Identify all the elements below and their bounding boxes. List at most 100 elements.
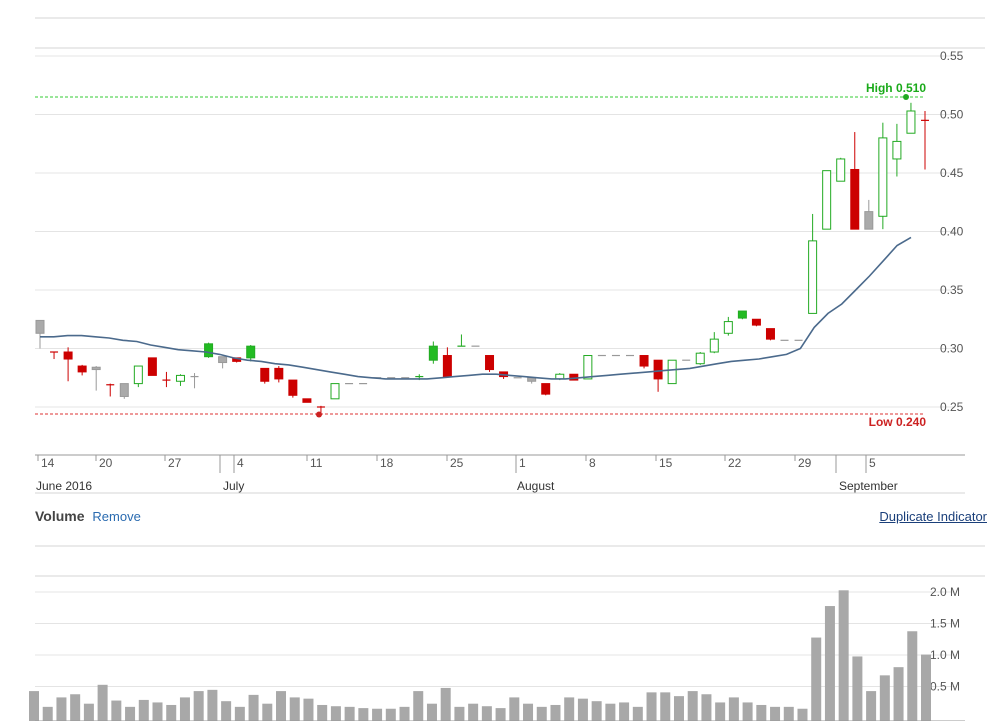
y-tick-label: 0.45 xyxy=(940,166,964,180)
volume-bar xyxy=(193,691,204,721)
candle xyxy=(639,355,649,369)
volume-bar xyxy=(372,708,383,721)
candle-body xyxy=(878,137,888,217)
volume-bar xyxy=(276,691,287,721)
volume-bar xyxy=(440,687,451,721)
volume-bar xyxy=(138,699,149,721)
candle-body xyxy=(428,345,438,361)
volume-bar xyxy=(344,706,355,721)
volume-bar xyxy=(481,706,492,721)
volume-bar xyxy=(426,703,437,721)
candle xyxy=(175,374,185,386)
candle-body xyxy=(695,352,705,365)
volume-bar xyxy=(701,694,712,721)
volume-bar xyxy=(454,706,465,721)
y-tick-label: 0.25 xyxy=(940,400,964,414)
volume-bar xyxy=(550,704,561,721)
volume-bar xyxy=(303,698,314,721)
volume-bar xyxy=(111,700,122,721)
moving-average-line xyxy=(40,236,912,380)
month-label: July xyxy=(223,479,244,493)
candle-body xyxy=(260,367,270,382)
candle xyxy=(765,328,775,341)
volume-bar xyxy=(207,689,218,721)
candle-body xyxy=(892,140,902,160)
volume-bar xyxy=(770,706,781,721)
volume-bar xyxy=(70,694,81,721)
volume-bar xyxy=(564,697,575,721)
volume-bar xyxy=(591,701,602,721)
volume-bar xyxy=(42,706,53,721)
volume-bar xyxy=(125,706,136,721)
volume-bar xyxy=(921,654,931,721)
volume-bar xyxy=(619,702,630,721)
x-tick-label: 5 xyxy=(869,456,876,470)
x-tick-label: 22 xyxy=(728,456,742,470)
volume-bar xyxy=(413,691,424,721)
volume-bar xyxy=(797,708,808,721)
candle xyxy=(162,371,171,388)
candle-body xyxy=(723,321,733,334)
candle-body xyxy=(822,170,832,230)
volume-bar xyxy=(179,697,190,721)
candle-body xyxy=(77,365,87,373)
x-tick-label: 8 xyxy=(589,456,596,470)
volume-bar xyxy=(756,704,767,721)
volume-bar xyxy=(523,703,534,721)
candle xyxy=(723,316,733,336)
candle-body xyxy=(119,383,129,397)
candle-body xyxy=(639,355,649,367)
candle xyxy=(864,199,874,230)
month-label: September xyxy=(839,479,898,493)
candle xyxy=(260,367,270,384)
x-tick-label: 27 xyxy=(168,456,182,470)
y-tick-label: 0.30 xyxy=(940,342,964,356)
candle xyxy=(91,366,101,391)
volume-bar xyxy=(605,703,616,721)
candle xyxy=(428,341,438,364)
volume-bar xyxy=(83,703,94,721)
volume-bar xyxy=(824,606,835,721)
volume-chart: 2.0 M 1.5 M 1.0 M 0.5 M xyxy=(29,545,985,721)
candle xyxy=(63,347,73,382)
volume-bar xyxy=(907,631,918,721)
candle-body xyxy=(246,345,256,359)
candle xyxy=(50,351,59,360)
candle xyxy=(147,357,157,376)
volume-bar xyxy=(468,703,479,721)
volume-bar xyxy=(687,691,698,721)
candle xyxy=(106,383,115,397)
candle xyxy=(667,359,677,385)
low-label: Low 0.240 xyxy=(869,415,927,429)
volume-bar xyxy=(56,697,67,721)
candle xyxy=(274,366,284,383)
volume-title: Volume xyxy=(35,508,85,524)
volume-bar xyxy=(879,675,890,721)
candle xyxy=(695,352,705,365)
remove-volume-link[interactable]: Remove xyxy=(92,509,141,524)
y-tick-label: 0.40 xyxy=(940,225,964,239)
volume-bar xyxy=(29,691,39,721)
candle xyxy=(541,383,551,396)
volume-tick-label: 1.0 M xyxy=(930,648,960,662)
volume-bar xyxy=(262,703,273,721)
x-tick-label: 29 xyxy=(798,456,812,470)
candle xyxy=(35,319,45,349)
y-tick-label: 0.55 xyxy=(940,49,964,63)
duplicate-indicator-link[interactable]: Duplicate Indicator xyxy=(879,509,987,524)
volume-bar xyxy=(152,702,163,721)
candle xyxy=(190,373,199,389)
candle xyxy=(583,355,593,380)
volume-bar xyxy=(317,704,328,721)
volume-bar xyxy=(728,697,739,721)
candle-body xyxy=(218,356,228,364)
candle-body xyxy=(850,168,860,230)
candle xyxy=(302,398,312,403)
volume-bar xyxy=(783,706,794,721)
volume-bar xyxy=(97,684,108,721)
candle xyxy=(709,332,719,354)
volume-bar xyxy=(852,656,863,721)
candle-body xyxy=(808,240,818,314)
candle xyxy=(442,347,452,378)
